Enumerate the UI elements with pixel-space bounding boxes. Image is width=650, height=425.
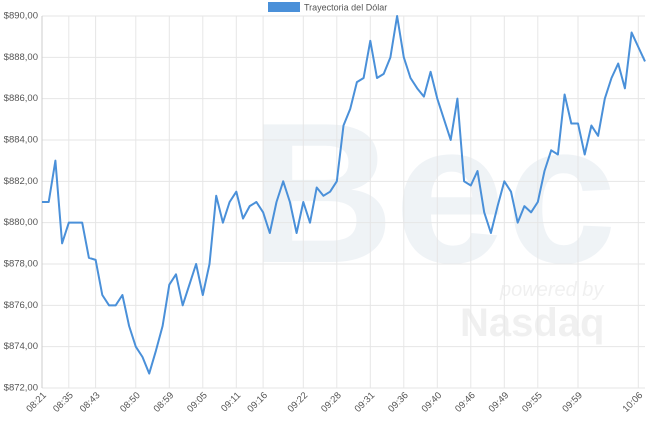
y-tick-label: $872,00 — [4, 383, 38, 394]
y-tick-label: $876,00 — [4, 300, 38, 311]
legend-label: Trayectoria del Dólar — [304, 2, 387, 12]
x-tick-label: 09:22 — [286, 390, 311, 415]
x-tick-label: 09:55 — [520, 390, 545, 415]
x-tick-label: 09:05 — [185, 390, 210, 415]
y-tick-label: $882,00 — [4, 176, 38, 187]
x-tick-label: 09:28 — [319, 390, 344, 415]
y-tick-label: $888,00 — [4, 52, 38, 63]
y-tick-label: $874,00 — [4, 341, 38, 352]
x-tick-label: 09:40 — [420, 390, 445, 415]
watermark-partner: Nasdaq — [460, 301, 605, 345]
y-tick-label: $880,00 — [4, 217, 38, 228]
watermark: Bec powered by Nasdaq — [250, 82, 617, 345]
y-tick-label: $886,00 — [4, 93, 38, 104]
price-line — [42, 15, 646, 375]
x-tick-label: 08:35 — [51, 390, 76, 415]
x-tick-label: 09:36 — [386, 390, 411, 415]
x-tick-label: 08:21 — [24, 390, 49, 415]
watermark-brand: Bec — [250, 82, 617, 305]
x-tick-label: 08:50 — [118, 390, 143, 415]
watermark-tagline: powered by — [499, 279, 604, 301]
x-tick-label: 09:16 — [245, 390, 270, 415]
x-tick-label: 08:59 — [152, 390, 177, 415]
x-tick-label: 09:31 — [353, 390, 378, 415]
y-tick-label: $878,00 — [4, 259, 38, 270]
x-tick-label: 10:06 — [621, 390, 646, 415]
legend-swatch — [268, 2, 300, 12]
x-tick-label: 08:43 — [78, 390, 103, 415]
x-tick-label: 09:49 — [487, 390, 512, 415]
x-tick-label: 09:46 — [453, 390, 478, 415]
x-tick-label: 09:11 — [219, 390, 243, 414]
y-tick-label: $890,00 — [4, 11, 38, 22]
y-tick-label: $884,00 — [4, 135, 38, 146]
x-tick-label: 09:59 — [560, 390, 585, 415]
